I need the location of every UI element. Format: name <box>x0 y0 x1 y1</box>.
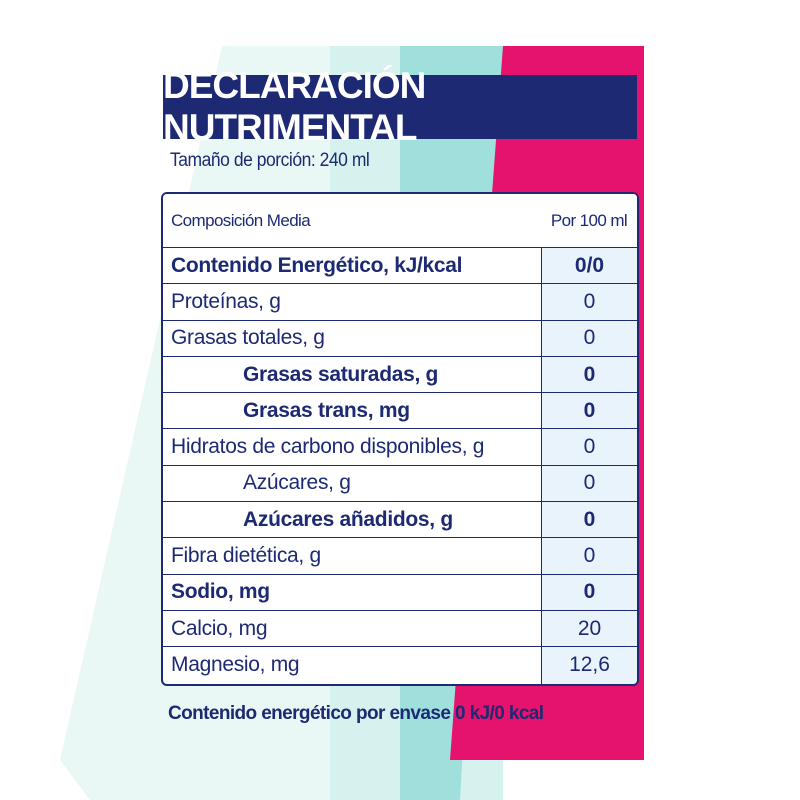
header-value: Por 100 ml <box>541 194 637 247</box>
nutrient-label: Grasas saturadas, g <box>243 362 439 386</box>
nutrient-value: 0 <box>541 320 637 356</box>
table-row: Sodio, mg 0 <box>163 574 637 611</box>
nutrient-label: Sodio, mg <box>171 580 270 604</box>
nutrient-label: Calcio, mg <box>171 616 268 640</box>
nutrient-label: Proteínas, g <box>171 289 281 313</box>
table-row: Proteínas, g 0 <box>163 284 637 321</box>
nutrient-value: 0 <box>541 284 637 320</box>
table-row: Calcio, mg 20 <box>163 610 637 648</box>
nutrient-label: Azúcares añadidos, g <box>243 507 453 531</box>
nutrient-value: 0 <box>541 465 637 502</box>
nutrient-label: Fibra dietética, g <box>171 544 321 568</box>
table-row: Magnesio, mg 12,6 <box>163 647 637 684</box>
table-header-row: Composición Media Por 100 ml <box>163 194 637 248</box>
nutrient-label: Azúcares, g <box>243 471 351 495</box>
nutrient-value: 0 <box>541 502 637 538</box>
serving-size: Tamaño de porción: 240 ml <box>170 150 370 171</box>
nutrient-label: Magnesio, mg <box>171 653 300 677</box>
table-row: Contenido Energético, kJ/kcal 0/0 <box>163 248 637 285</box>
nutrient-value: 20 <box>541 610 637 647</box>
nutrient-value: 0 <box>541 538 637 574</box>
table-body: Contenido Energético, kJ/kcal 0/0 Proteína… <box>163 248 637 684</box>
table-row: Hidratos de carbono disponibles, g 0 <box>163 429 637 466</box>
table-row: Fibra dietética, g 0 <box>163 538 637 575</box>
nutrient-label: Grasas totales, g <box>171 326 325 350</box>
nutrient-value: 0 <box>541 356 637 393</box>
energy-per-container: Contenido energético por envase 0 kJ/0 k… <box>168 703 544 724</box>
nutrient-label: Contenido Energético, kJ/kcal <box>171 253 463 277</box>
nutrient-value: 0 <box>541 429 637 465</box>
nutrient-value: 0 <box>541 393 637 429</box>
table-row: Azúcares, g 0 <box>163 465 637 503</box>
nutrient-label: Hidratos de carbono disponibles, g <box>171 435 485 459</box>
nutrient-label: Grasas trans, mg <box>243 398 410 422</box>
nutrient-value: 12,6 <box>541 647 637 684</box>
table-row: Azúcares añadidos, g 0 <box>163 502 637 539</box>
nutrition-table: Composición Media Por 100 ml Contenido E… <box>161 192 639 686</box>
table-row: Grasas saturadas, g 0 <box>163 356 637 394</box>
page-title: DECLARACIÓN NUTRIMENTAL <box>163 65 637 148</box>
nutrient-value: 0/0 <box>541 248 637 284</box>
table-row: Grasas totales, g 0 <box>163 320 637 357</box>
header-label: Composición Media <box>163 194 541 247</box>
table-row: Grasas trans, mg 0 <box>163 393 637 430</box>
nutrient-value: 0 <box>541 574 637 610</box>
